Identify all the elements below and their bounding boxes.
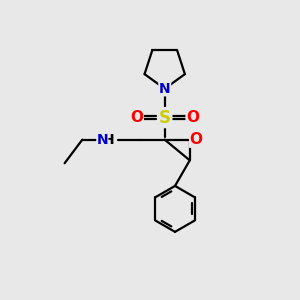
- Text: O: O: [186, 110, 199, 125]
- Text: O: O: [130, 110, 143, 125]
- Text: S: S: [159, 109, 171, 127]
- Text: N: N: [159, 82, 170, 96]
- Text: N: N: [97, 133, 108, 147]
- Text: H: H: [103, 133, 115, 147]
- Text: O: O: [190, 132, 203, 147]
